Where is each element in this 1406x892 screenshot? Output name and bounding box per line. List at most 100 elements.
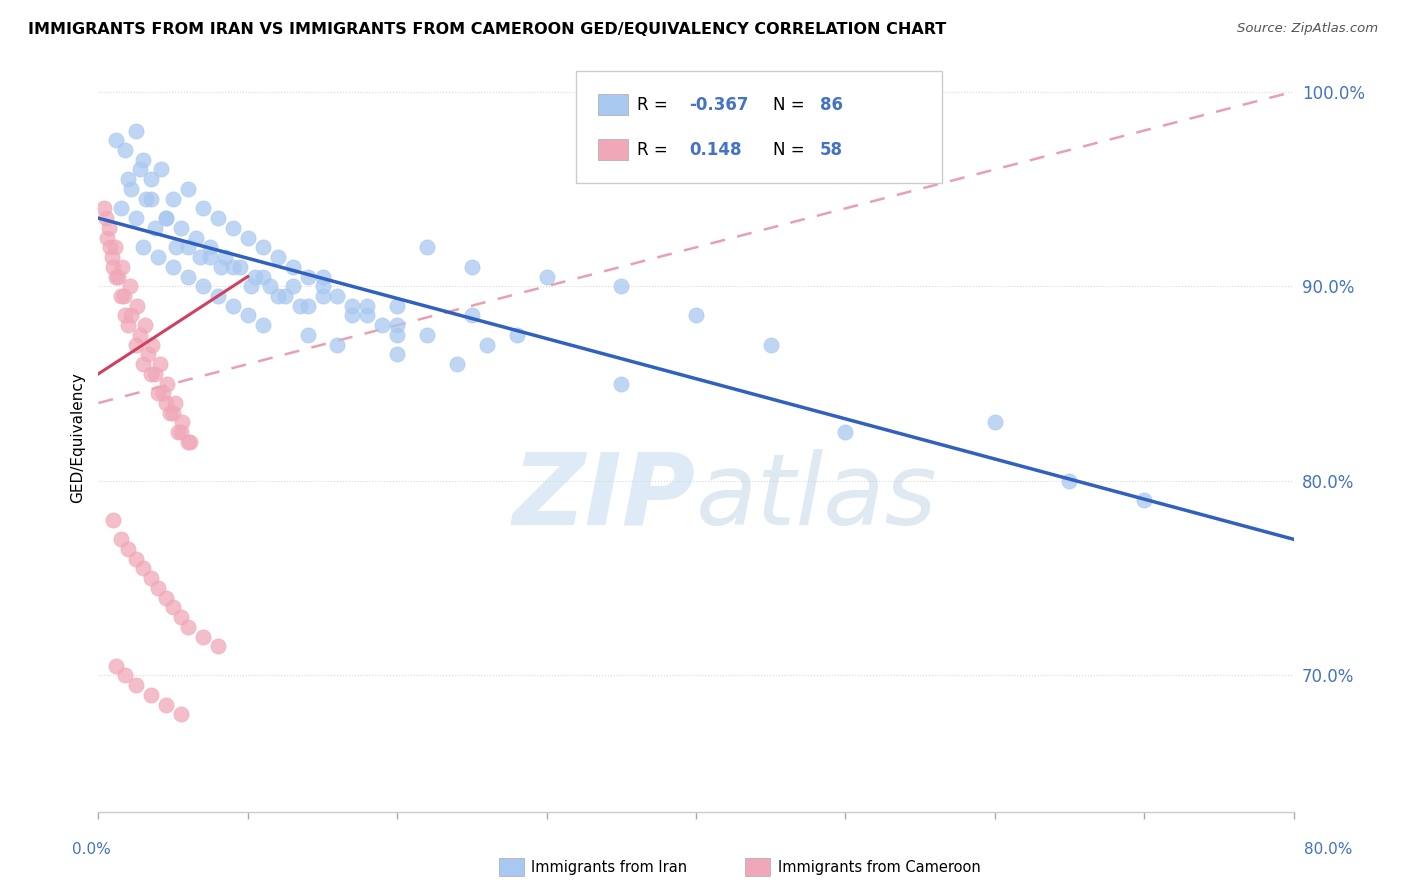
- Point: [416, 240, 439, 254]
- Point: [169, 610, 191, 624]
- Point: [120, 309, 142, 323]
- Point: [125, 678, 148, 692]
- Point: [297, 269, 319, 284]
- Point: [245, 269, 267, 284]
- Point: [356, 299, 378, 313]
- Text: R =: R =: [637, 141, 673, 159]
- Point: [177, 240, 200, 254]
- Point: [96, 230, 118, 244]
- Text: -0.367: -0.367: [689, 95, 748, 113]
- Point: [135, 192, 157, 206]
- Point: [104, 240, 127, 254]
- Point: [191, 202, 214, 216]
- Text: N =: N =: [773, 141, 810, 159]
- Point: [166, 425, 188, 440]
- Point: [281, 279, 304, 293]
- Point: [685, 309, 707, 323]
- Text: IMMIGRANTS FROM IRAN VS IMMIGRANTS FROM CAMEROON GED/EQUIVALENCY CORRELATION CHA: IMMIGRANTS FROM IRAN VS IMMIGRANTS FROM …: [28, 22, 946, 37]
- Text: 0.148: 0.148: [689, 141, 741, 159]
- Point: [207, 640, 229, 654]
- Text: Immigrants from Cameroon: Immigrants from Cameroon: [778, 860, 980, 874]
- Y-axis label: GED/Equivalency: GED/Equivalency: [70, 372, 86, 502]
- Point: [759, 337, 782, 351]
- Point: [229, 260, 252, 274]
- Text: Immigrants from Iran: Immigrants from Iran: [531, 860, 688, 874]
- Point: [136, 347, 159, 361]
- Point: [134, 318, 156, 333]
- Point: [326, 337, 349, 351]
- Point: [103, 260, 125, 274]
- Point: [93, 202, 115, 216]
- Point: [163, 396, 186, 410]
- Text: N =: N =: [773, 95, 810, 113]
- Point: [984, 416, 1007, 430]
- Point: [139, 571, 162, 585]
- Point: [132, 561, 155, 575]
- Point: [385, 327, 409, 342]
- Point: [155, 591, 177, 605]
- Point: [610, 279, 633, 293]
- Point: [120, 182, 142, 196]
- Point: [139, 688, 162, 702]
- Point: [155, 211, 177, 226]
- Point: [209, 260, 232, 274]
- Point: [172, 416, 194, 430]
- Point: [111, 260, 134, 274]
- Point: [162, 600, 184, 615]
- Point: [177, 434, 200, 449]
- Point: [148, 581, 170, 595]
- Point: [536, 269, 558, 284]
- Point: [107, 269, 129, 284]
- Point: [311, 289, 333, 303]
- Point: [117, 318, 139, 333]
- Point: [191, 279, 214, 293]
- Point: [416, 327, 439, 342]
- Text: R =: R =: [637, 95, 673, 113]
- Point: [155, 396, 177, 410]
- Point: [177, 269, 200, 284]
- Point: [162, 260, 184, 274]
- Point: [148, 250, 170, 264]
- Point: [207, 289, 229, 303]
- Point: [326, 289, 349, 303]
- Point: [200, 240, 222, 254]
- Point: [610, 376, 633, 391]
- Point: [177, 182, 200, 196]
- Point: [342, 309, 364, 323]
- Point: [162, 406, 184, 420]
- Point: [118, 279, 141, 293]
- Point: [385, 318, 409, 333]
- Point: [143, 220, 166, 235]
- Point: [184, 230, 207, 244]
- Point: [148, 386, 170, 401]
- Point: [252, 240, 274, 254]
- Point: [461, 260, 484, 274]
- Point: [105, 658, 128, 673]
- Point: [101, 250, 124, 264]
- Point: [1133, 493, 1156, 508]
- Point: [105, 269, 128, 284]
- Point: [162, 192, 184, 206]
- Point: [342, 299, 364, 313]
- Point: [110, 533, 132, 547]
- Point: [105, 133, 128, 147]
- Point: [207, 211, 229, 226]
- Point: [461, 309, 484, 323]
- Point: [1059, 474, 1081, 488]
- Point: [117, 172, 139, 186]
- Point: [239, 279, 262, 293]
- Point: [132, 357, 155, 371]
- Point: [169, 220, 191, 235]
- Point: [385, 299, 409, 313]
- Point: [132, 240, 155, 254]
- Point: [143, 367, 166, 381]
- Point: [475, 337, 498, 351]
- Point: [97, 220, 120, 235]
- Point: [98, 240, 122, 254]
- Point: [139, 192, 162, 206]
- Point: [267, 289, 290, 303]
- Point: [214, 250, 236, 264]
- Point: [129, 327, 152, 342]
- Point: [155, 698, 177, 712]
- Point: [94, 211, 117, 226]
